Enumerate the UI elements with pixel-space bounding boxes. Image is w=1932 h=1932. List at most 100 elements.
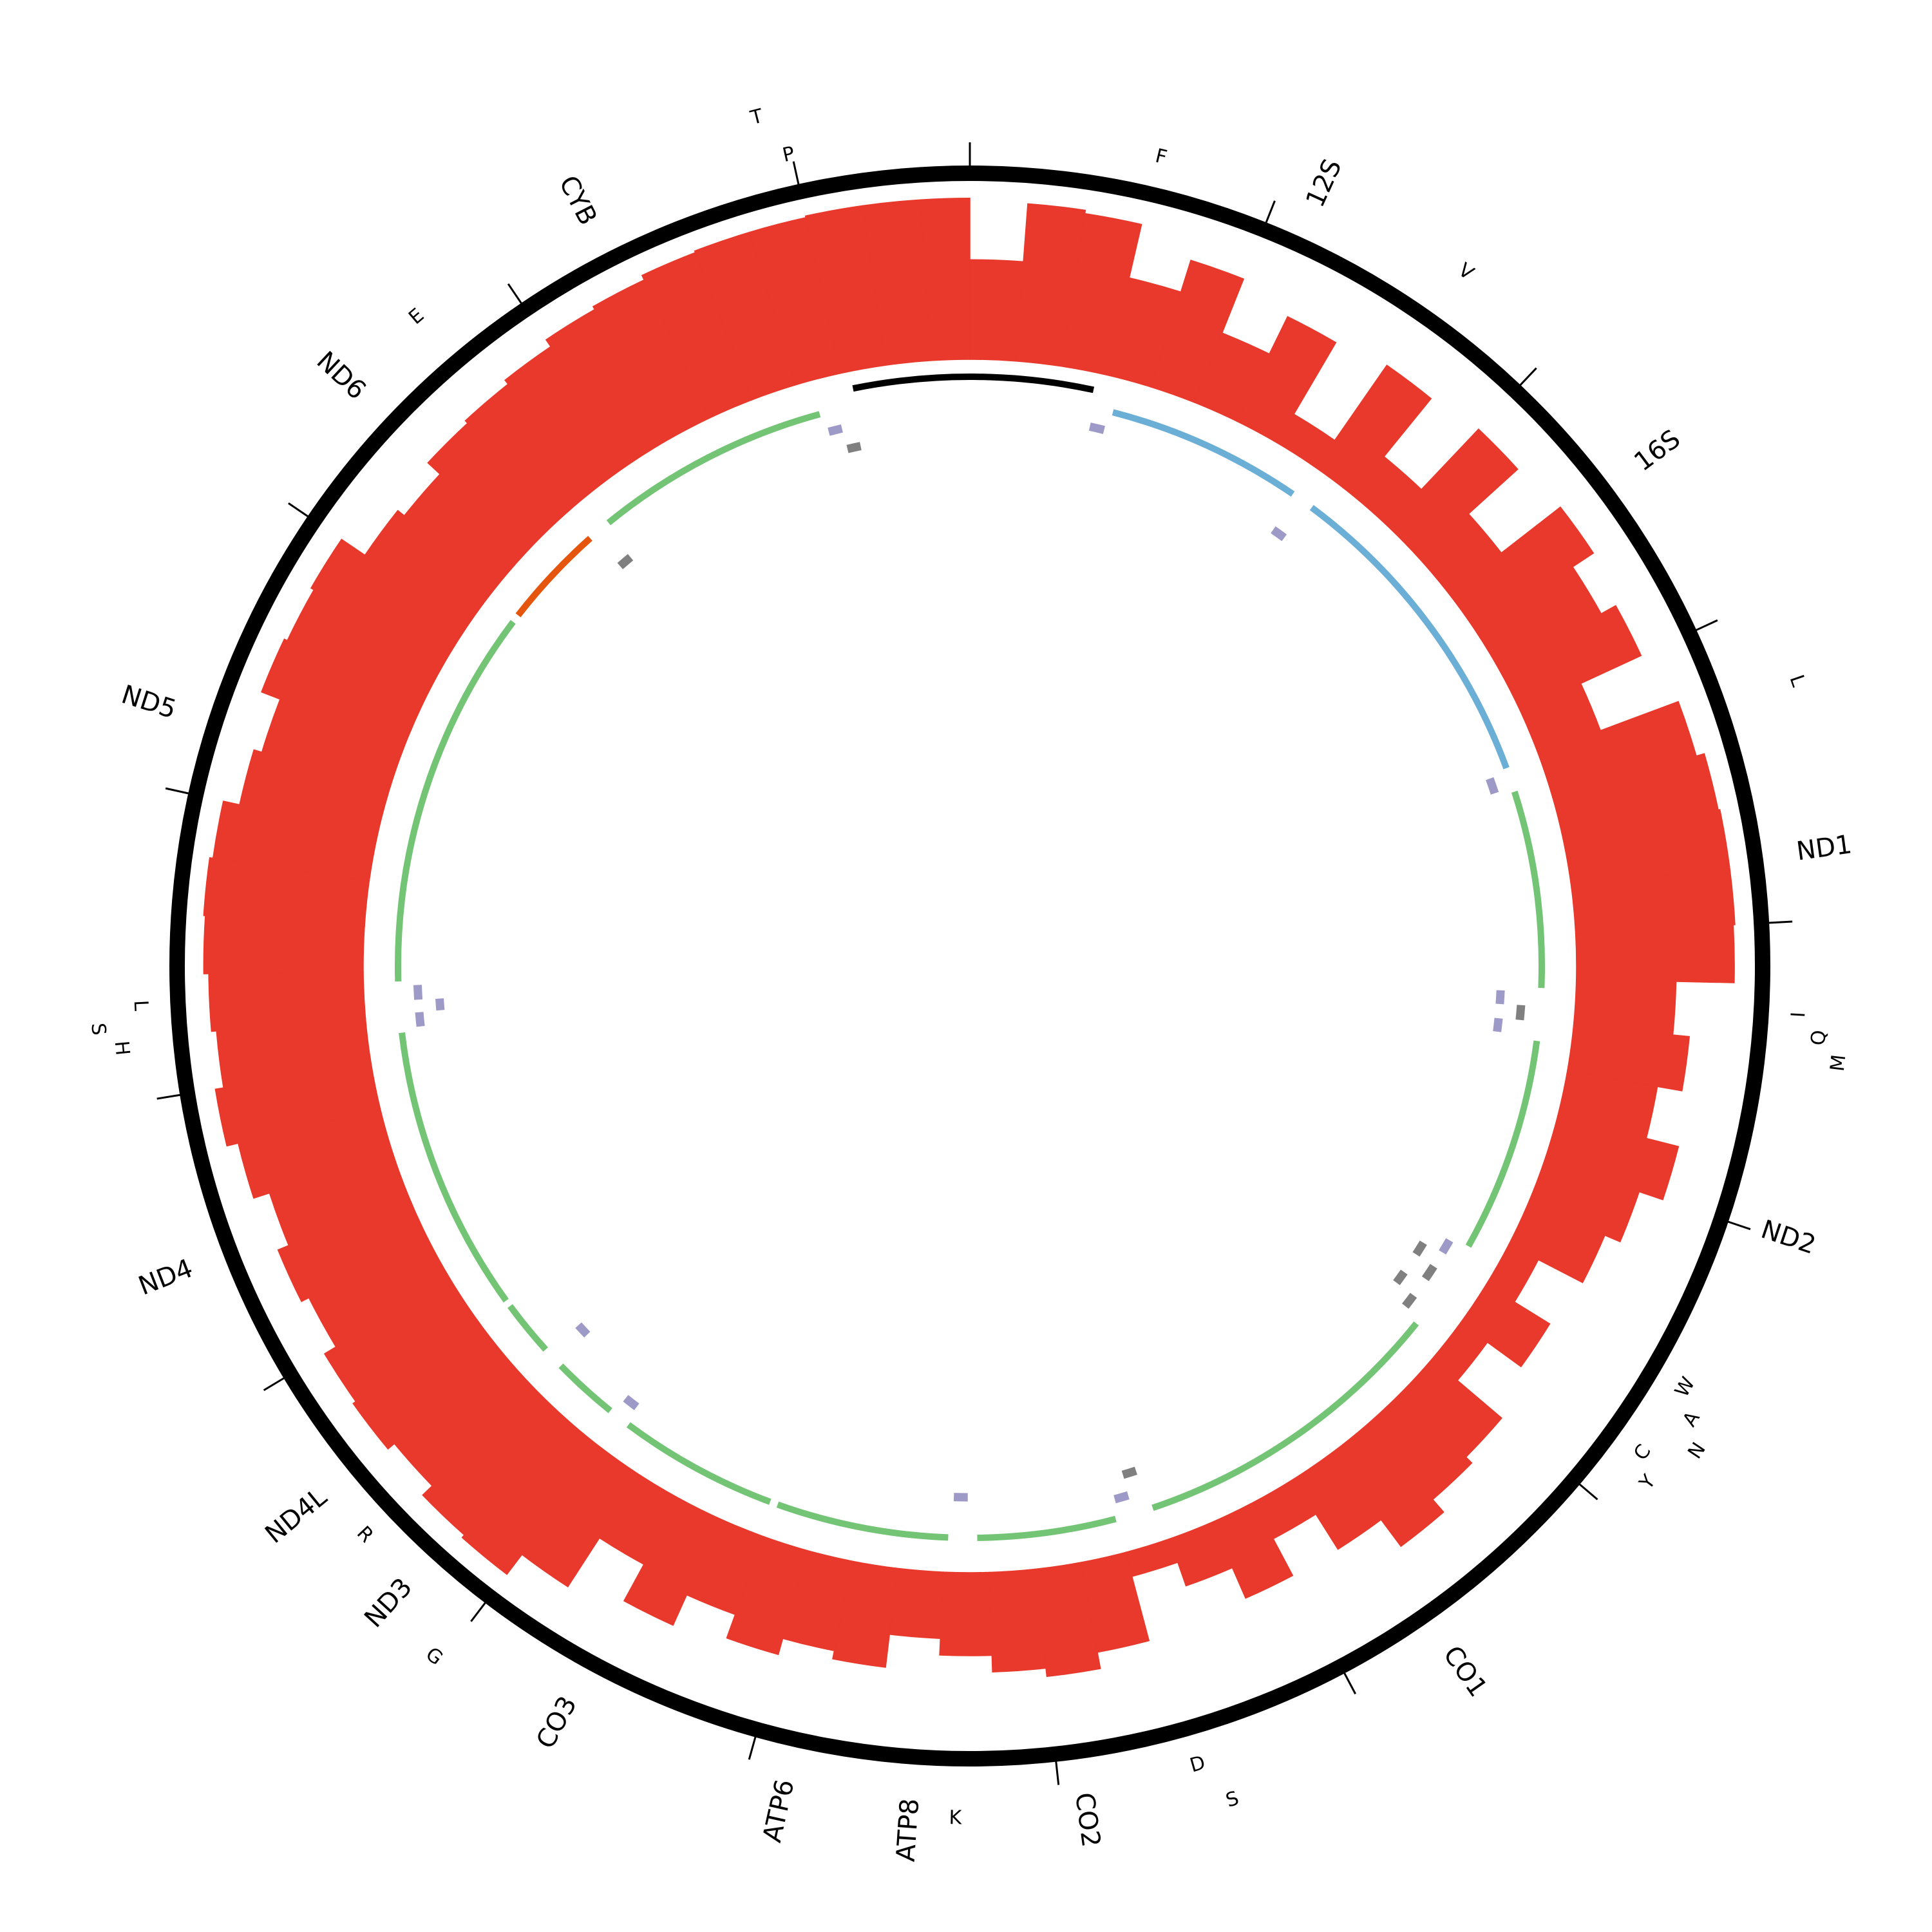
gene-arc: [606, 411, 821, 526]
tick-mark: [1340, 1666, 1356, 1694]
coverage-bar: [1236, 316, 1337, 444]
gene-arc: [977, 1515, 1117, 1541]
trna-label: P: [781, 142, 797, 167]
gene-arc: [626, 1422, 772, 1505]
gene-arc: [558, 1363, 612, 1414]
coverage-bar: [239, 749, 390, 836]
coverage-bar: [889, 1567, 944, 1639]
trna-label: Y: [1634, 1470, 1660, 1494]
gene-arc: [1151, 1321, 1419, 1511]
coverage-bar: [261, 638, 423, 748]
trna-label: M: [1826, 1054, 1851, 1073]
trna-label: R: [352, 1522, 378, 1547]
coverage-bar: [1293, 1452, 1382, 1550]
coverage-bar: [1331, 1423, 1444, 1548]
coverage-bar: [461, 1419, 603, 1575]
tick-mark: [1720, 1218, 1751, 1231]
gene-label: ND2: [1757, 1215, 1819, 1260]
trna-label: C: [1629, 1441, 1656, 1464]
tick-mark: [1689, 619, 1718, 634]
gene-arc: [395, 620, 516, 982]
gene-label: CO3: [531, 1691, 583, 1754]
coverage-bar: [1034, 1562, 1101, 1678]
gene-arc: [1309, 505, 1510, 770]
gene-label: ATP8: [891, 1797, 925, 1862]
tick-mark: [1514, 367, 1537, 392]
gene-arc: [1112, 409, 1295, 497]
gene-label: CO2: [1069, 1791, 1106, 1849]
trna-label: T: [748, 105, 766, 130]
coverage-bar: [920, 197, 971, 361]
trna-label: L: [1785, 672, 1810, 690]
gene-label: 12S: [1300, 155, 1347, 211]
gene-label: ND6: [311, 346, 372, 405]
coverage-bar: [1499, 605, 1642, 712]
trna-label: W: [1671, 1373, 1700, 1401]
trna-mark: [1402, 1293, 1417, 1309]
coverage-bar: [832, 1560, 898, 1668]
coverage-bar: [214, 1063, 381, 1147]
trna-label: S: [86, 1022, 109, 1036]
coverage-bar: [1211, 1501, 1294, 1599]
coverage-bar: [1528, 1159, 1640, 1243]
trna-label: Q: [1807, 1029, 1831, 1046]
trna-mark: [1121, 1466, 1137, 1479]
gene-label: ND4L: [260, 1482, 333, 1549]
trna-mark: [1495, 990, 1505, 1005]
coverage-bar: [277, 1195, 429, 1302]
trna-label: D: [1188, 1752, 1208, 1777]
coverage-bar: [726, 1535, 808, 1656]
coverage-bar: [1315, 365, 1432, 497]
tick-mark: [748, 1729, 759, 1760]
gene-label: ND5: [118, 679, 180, 724]
coverage-bar: [323, 1278, 476, 1403]
trna-mark: [846, 442, 862, 453]
trna-mark: [1493, 1018, 1503, 1032]
trna-mark: [623, 1395, 639, 1410]
tick-mark: [288, 502, 315, 522]
gene-label: CO1: [1437, 1641, 1493, 1703]
gene-arc: [515, 536, 592, 618]
coverage-bar: [1508, 1202, 1605, 1283]
trna-mark: [1271, 526, 1287, 542]
gene-arc: [399, 1032, 509, 1303]
coverage-bar: [939, 1571, 993, 1656]
gene-arc: [776, 1501, 914, 1539]
tick-mark: [470, 1596, 491, 1622]
coverage-bar: [989, 1568, 1046, 1673]
coverage-bar: [422, 1387, 568, 1536]
coverage-bar: [1448, 506, 1595, 632]
coverage-bar: [1015, 203, 1086, 367]
trna-label: V: [1454, 259, 1478, 285]
trna-label: G: [421, 1643, 447, 1670]
trna-mark: [1088, 422, 1105, 435]
tick-mark: [1761, 920, 1793, 925]
coverage-bar: [623, 1498, 722, 1626]
gene-arc: [1511, 790, 1545, 989]
trna-mark: [828, 424, 843, 436]
gene-arc: [507, 1304, 548, 1352]
coverage-bar: [1150, 260, 1245, 403]
trna-label: F: [1153, 145, 1170, 169]
trna-mark: [575, 1322, 591, 1338]
gene-label: CYB: [553, 171, 603, 230]
gene-arc: [1465, 1040, 1540, 1248]
trna-label: L: [129, 999, 153, 1012]
trna-label: A: [1678, 1407, 1705, 1430]
gene-label: ATP6: [757, 1777, 800, 1845]
coverage-bar: [1571, 866, 1736, 934]
gene-arc: [911, 1531, 949, 1541]
gene-arc: [852, 374, 1095, 393]
coverage-bar: [1124, 1538, 1179, 1577]
trna-label: E: [404, 304, 428, 329]
trna-mark: [1486, 777, 1499, 795]
coverage-bar: [1575, 924, 1735, 983]
tick-mark: [1573, 1479, 1598, 1501]
trna-label: N: [1683, 1439, 1710, 1463]
coverage-bar: [1061, 213, 1142, 376]
coverage-bar: [969, 259, 1024, 362]
trna-mark: [413, 985, 423, 1000]
tick-mark: [1262, 200, 1276, 231]
trna-mark: [415, 1012, 425, 1027]
